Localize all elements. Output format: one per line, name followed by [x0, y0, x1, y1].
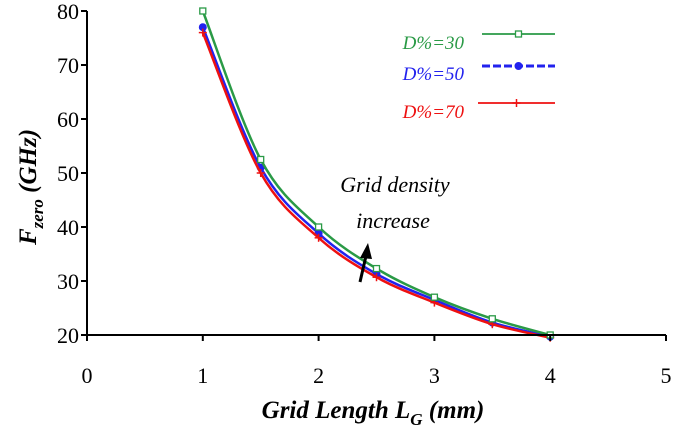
- series-layer: [198, 7, 555, 342]
- legend-label: D%=30: [402, 33, 465, 54]
- data-point: [256, 169, 265, 177]
- data-point: [198, 28, 207, 37]
- y-axis-title: Fzero (GHz): [15, 129, 47, 246]
- series-line: [201, 32, 551, 339]
- legend-item: D%=70: [402, 99, 555, 123]
- y-tick-label: 50: [57, 161, 79, 186]
- y-tick-label: 40: [57, 215, 79, 240]
- legend-marker: [512, 99, 521, 107]
- annotation-arrow-shaft: [358, 255, 368, 283]
- legend-label: D%=50: [402, 64, 465, 85]
- legend: D%=30 D%=50 D%=70: [402, 30, 555, 123]
- x-tick-label: 2: [313, 363, 324, 388]
- y-tick-label: 60: [57, 107, 79, 132]
- legend-item: D%=50: [402, 62, 555, 85]
- x-tick-label: 0: [82, 363, 93, 388]
- annotation: Grid density increase: [340, 172, 450, 283]
- data-point: [199, 7, 207, 15]
- data-point: [372, 264, 381, 273]
- y-tick-label: 80: [57, 0, 79, 24]
- y-tick-label: 70: [57, 53, 79, 78]
- legend-item: D%=30: [402, 30, 555, 54]
- annotation-line1: Grid density: [340, 172, 450, 197]
- data-point: [314, 223, 323, 231]
- data-point: [430, 293, 439, 301]
- series-2: [198, 28, 555, 342]
- x-tick-label: 1: [197, 363, 208, 388]
- data-point: [314, 233, 323, 242]
- annotation-arrow-head: [360, 243, 372, 259]
- legend-marker: [514, 30, 523, 38]
- data-point: [372, 273, 381, 282]
- data-point: [257, 155, 265, 164]
- legend-marker: [514, 62, 523, 70]
- x-tick-label: 5: [661, 363, 672, 388]
- legend-label: D%=70: [402, 102, 465, 123]
- x-tick-label: 3: [429, 363, 440, 388]
- ticks-layer: 20 30 40 50 60 70 80 0 1 2 3 4 5: [57, 0, 672, 388]
- x-tick-label: 4: [545, 363, 556, 388]
- data-point: [488, 315, 496, 323]
- annotation-line2: increase: [356, 208, 430, 233]
- y-tick-label: 20: [57, 323, 79, 348]
- x-axis-title: Grid Length LG (mm): [262, 397, 485, 429]
- y-tick-label: 30: [57, 269, 79, 294]
